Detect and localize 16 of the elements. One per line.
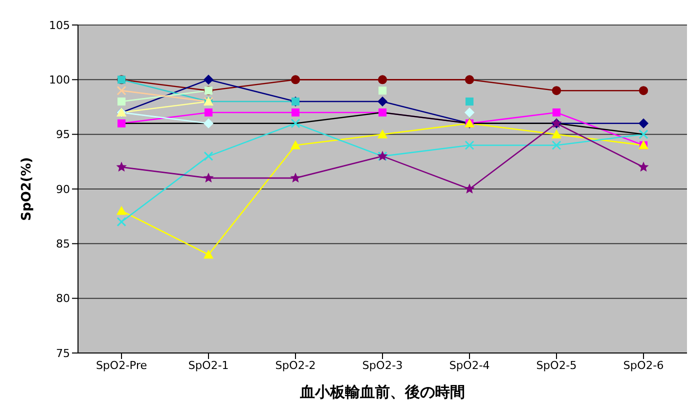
- x-tick-label: SpO2-5: [536, 358, 577, 372]
- y-tick-label: 90: [56, 182, 70, 196]
- x-tick-label: SpO2-4: [449, 358, 490, 372]
- y-axis-title: SpO2(%): [20, 157, 35, 221]
- x-tick-label: SpO2-1: [188, 358, 229, 372]
- y-tick-label: 100: [49, 74, 70, 87]
- y-tick-label: 75: [56, 346, 70, 360]
- x-axis-title: 血小板輸血前、後の時間: [299, 383, 465, 401]
- x-tick-label: SpO2-Pre: [96, 358, 148, 372]
- x-tick-label: SpO2-2: [275, 358, 316, 372]
- y-tick-label: 85: [56, 238, 70, 251]
- x-tick-label: SpO2-6: [623, 358, 664, 372]
- y-tick-label: 105: [49, 18, 70, 32]
- x-tick-label: SpO2-3: [362, 358, 403, 372]
- y-tick-label: 80: [56, 292, 70, 306]
- y-tick-label: 95: [56, 128, 70, 142]
